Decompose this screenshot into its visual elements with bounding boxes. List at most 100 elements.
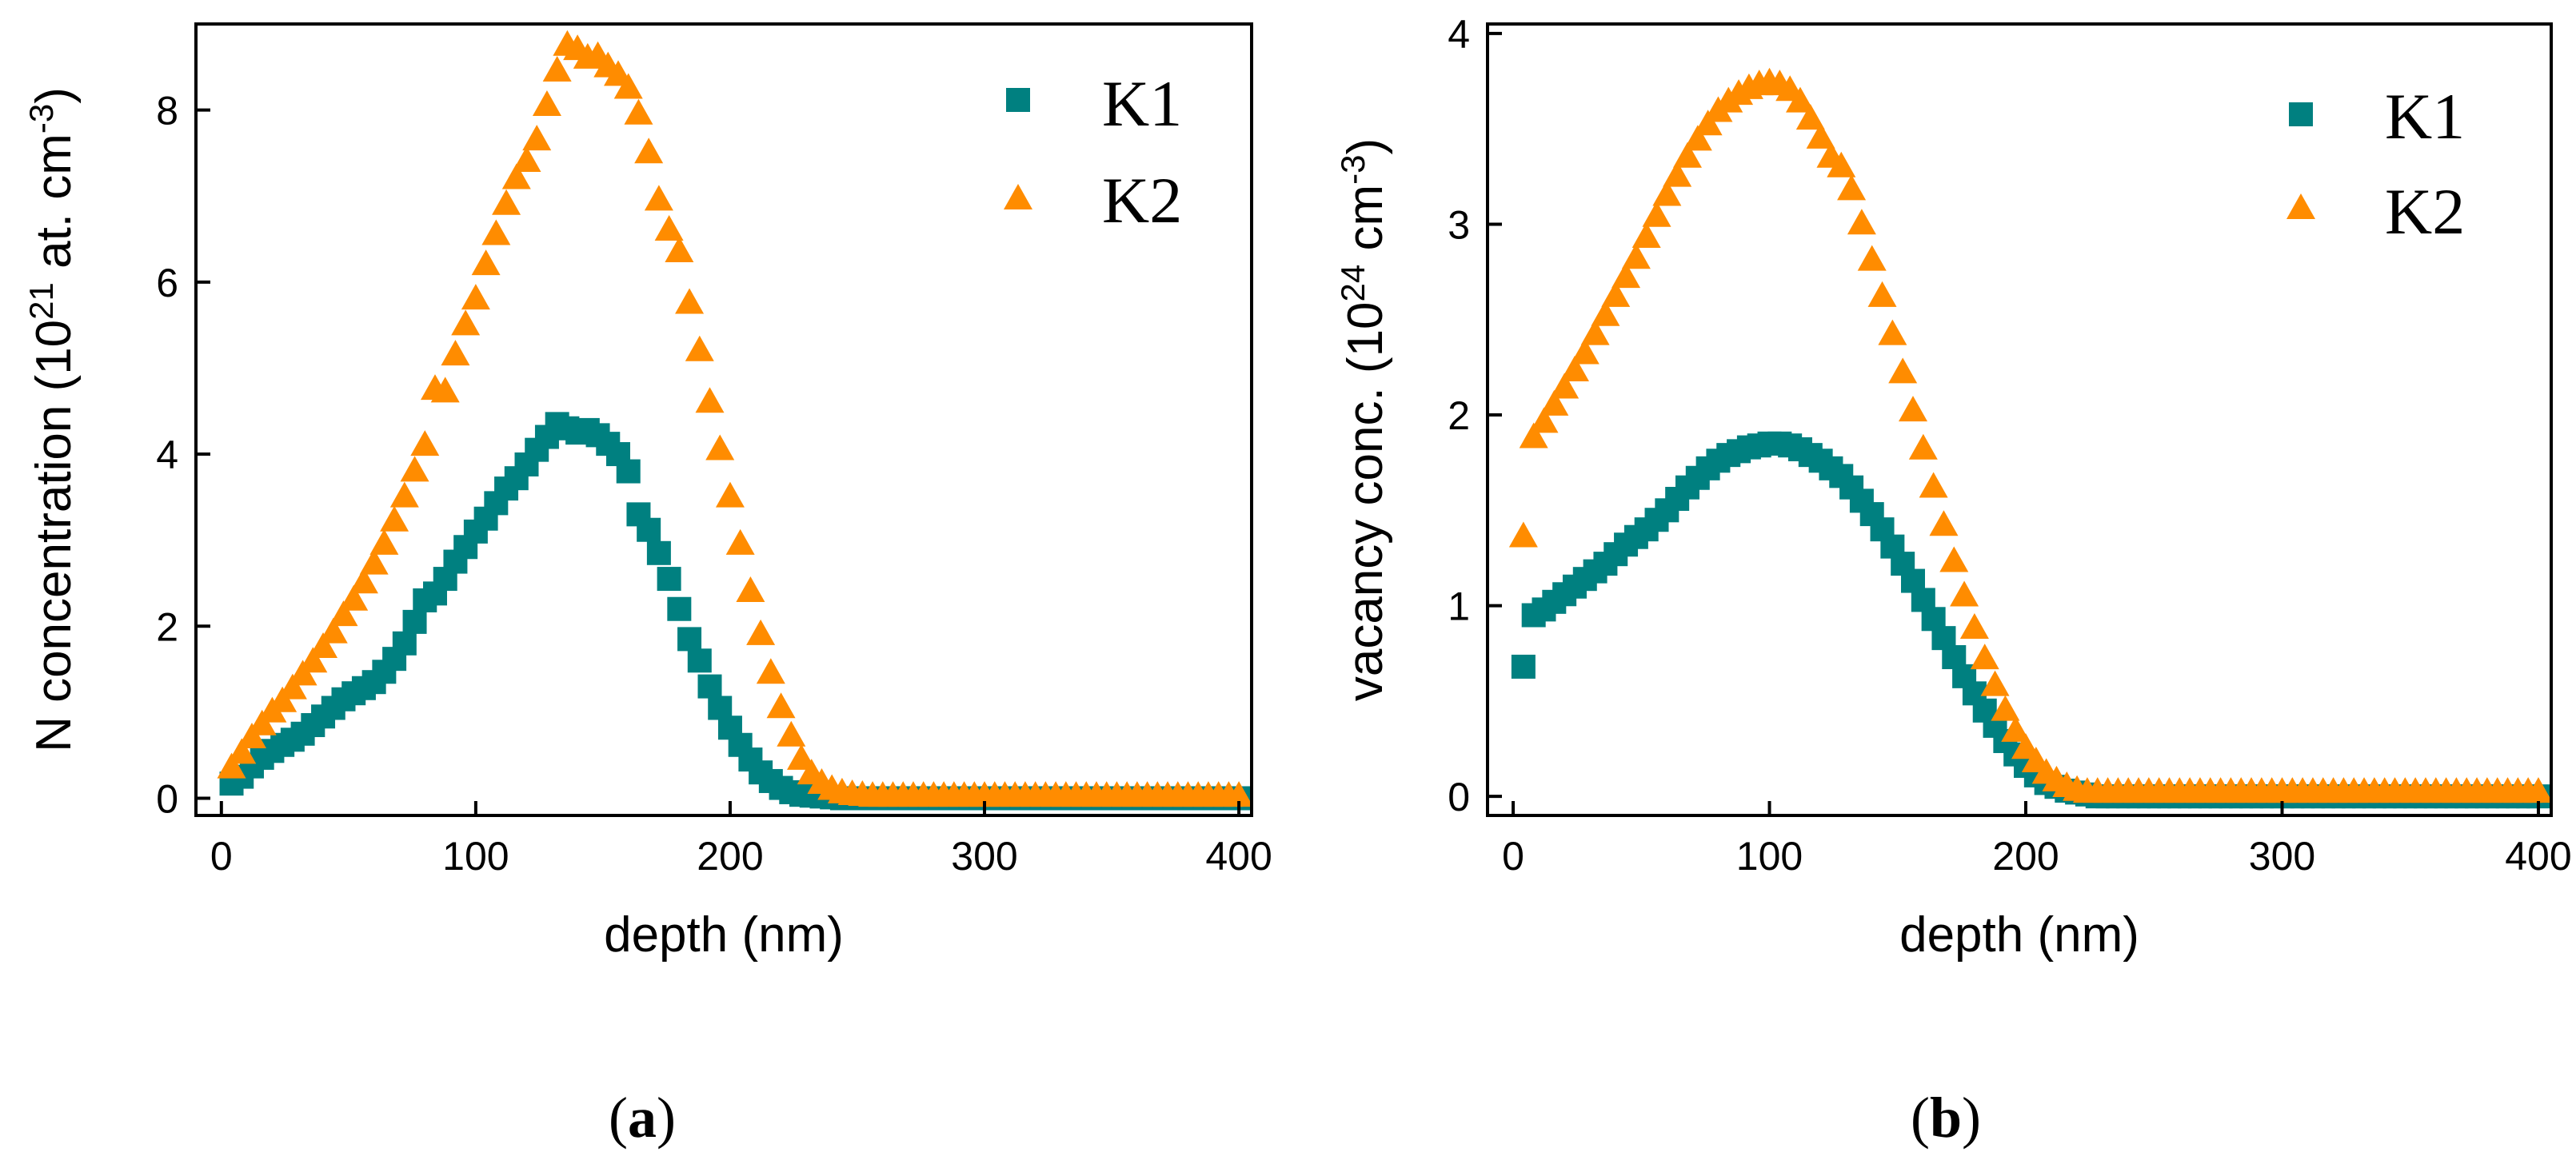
plot-b-y-tick-label: 2: [1448, 393, 1470, 438]
plot-b-point-k2: [1540, 389, 1569, 416]
plot-b-point-k2: [1991, 695, 2020, 721]
plot-a-point-k1: [646, 540, 671, 565]
plot-b-x-tick-label: 100: [1736, 834, 1803, 879]
plot-a-point-k2: [675, 288, 705, 314]
plot-a-legend-k1-square-icon: [1006, 88, 1030, 112]
plot-a-point-k2: [451, 309, 481, 336]
plot-b-point-k2: [1560, 355, 1589, 381]
plot-a-point-k2: [654, 215, 684, 241]
plot-b-point-k2: [1980, 670, 2010, 696]
plot-a-point-k2: [766, 692, 796, 719]
plot-a-legend-k2-triangle-icon: [1004, 184, 1032, 209]
plot-a-point-k2: [492, 189, 521, 215]
plot-b-point-k2: [1970, 644, 1999, 670]
plot-a-y-tick-label: 2: [156, 604, 178, 649]
plot-b-x-axis-title: depth (nm): [1899, 907, 2139, 963]
plot-b-point-k2: [1672, 142, 1702, 168]
plot-b-y-tick-label: 3: [1448, 202, 1470, 247]
plot-b-y-tick-label: 1: [1448, 584, 1470, 629]
plot-b-point-k2: [1806, 122, 1835, 149]
plot-a-point-k2: [461, 284, 490, 310]
plot-b-point-k2: [1621, 243, 1651, 269]
plot-b-point-k2: [1580, 319, 1610, 345]
plot-a-point-k2: [237, 722, 266, 748]
plot-a-point-k1: [392, 631, 417, 656]
plot-b-point-k2: [2523, 777, 2553, 803]
plot-a-point-k2: [318, 617, 348, 644]
plot-a-legend-item-k1: K1: [1006, 67, 1182, 140]
plot-a-point-k2: [624, 98, 653, 125]
plot-b-legend: K1 K2: [2286, 80, 2465, 248]
plot-a-legend: K1 K2: [1004, 67, 1182, 237]
plot-a-point-k1: [616, 459, 641, 484]
plot-b-legend-k1-label: K1: [2385, 80, 2465, 153]
plot-b-point-k2: [1919, 472, 1948, 498]
plot-a-x-tick-label: 400: [1205, 834, 1272, 879]
plot-a-point-k2: [339, 584, 369, 611]
plot-a-y-tick-label: 4: [156, 433, 178, 477]
plot-a-point-k2: [522, 125, 552, 151]
plot-b-point-k2: [1888, 357, 1918, 384]
plot-b-point-k2: [1795, 104, 1825, 130]
panel-b: 0 100 200 300 400 0 1 2 3 4 depth (nm) vacancy co…: [1334, 12, 2572, 1150]
plot-a-point-k2: [309, 632, 338, 658]
plot-b-point-k2: [1857, 245, 1887, 271]
plot-b-point-k2: [1519, 422, 1548, 448]
plot-a-point-k1: [667, 596, 692, 621]
plot-b-ticks: 0 100 200 300 400 0 1 2 3 4: [1448, 12, 2572, 879]
plot-a-point-k2: [736, 576, 765, 603]
plot-a-point-k2: [227, 738, 257, 764]
plot-b-legend-k2-triangle-icon: [2286, 193, 2315, 219]
panel-a: 0 100 200 300 400 0 2 4 6 8 depth (nm) N concentr…: [22, 22, 1272, 1150]
plot-a-point-k2: [441, 340, 470, 366]
plot-b-legend-k2-label: K2: [2385, 175, 2465, 248]
plot-a-point-k2: [787, 743, 817, 770]
plot-b-point-k2: [1939, 546, 1969, 572]
plot-b-legend-item-k2: K2: [2286, 175, 2465, 248]
plot-b-point-k2: [1827, 151, 1856, 177]
plot-a-y-tick-label: 0: [156, 776, 178, 821]
plot-a-frame: [194, 22, 1253, 817]
plot-a-point-k2: [369, 528, 399, 555]
plot-a-legend-k1-label: K1: [1102, 67, 1182, 140]
plot-a-y-axis-title: N concentration (1021 at. cm-3): [22, 87, 82, 752]
plot-b-marks: [1508, 67, 2553, 809]
plot-b-point-k2: [1570, 338, 1600, 365]
plot-a-point-k2: [247, 709, 277, 735]
plot-a-point-k2: [278, 673, 307, 700]
plot-a-x-axis-title: depth (nm): [604, 907, 844, 963]
plot-a-point-k2: [389, 481, 419, 508]
plot-a-point-k2: [634, 138, 664, 164]
plot-a-point-k2: [685, 335, 714, 361]
plot-b-point-k2: [1929, 510, 1959, 536]
plot-b-point-k2: [1631, 221, 1661, 248]
plot-b-point-k2: [1785, 86, 1815, 113]
plot-a-point-k1: [687, 648, 712, 673]
plot-a-point-k2: [501, 163, 531, 189]
plot-b-y-tick-label: 4: [1448, 12, 1470, 57]
plot-a-point-k2: [725, 528, 755, 555]
plot-a-point-k2: [359, 548, 389, 575]
plot-a-y-tick-label: 6: [156, 261, 178, 305]
plot-a-point-k2: [512, 146, 541, 172]
plot-b-point-k2: [1950, 580, 1979, 607]
plot-a-legend-k2-label: K2: [1102, 164, 1182, 237]
plot-a-point-k2: [746, 619, 776, 645]
plot-a-point-k2: [268, 686, 298, 712]
plot-b-point-k2: [1601, 281, 1631, 307]
plot-b-x-tick-label: 300: [2249, 834, 2315, 879]
plot-b-point-k2: [2001, 716, 2031, 742]
plot-b-point-k2: [1837, 174, 1867, 201]
plot-b-point-k2: [1683, 125, 1712, 151]
panel-b-caption: (b): [1911, 1086, 1981, 1150]
plot-a-point-k1: [402, 609, 427, 634]
plot-a-point-k2: [471, 249, 501, 276]
plot-b-y-axis-title: vacancy conc. (1024 cm-3): [1334, 138, 1393, 701]
plot-a-point-k2: [613, 73, 643, 99]
plot-b-point-k2: [1847, 209, 1876, 235]
plot-b-point-k2: [1899, 396, 1927, 422]
plot-a-x-tick-label: 0: [210, 834, 233, 879]
plot-a-point-k2: [542, 55, 572, 82]
plot-a-point-k2: [349, 568, 378, 594]
plot-a-point-k2: [1224, 781, 1254, 807]
